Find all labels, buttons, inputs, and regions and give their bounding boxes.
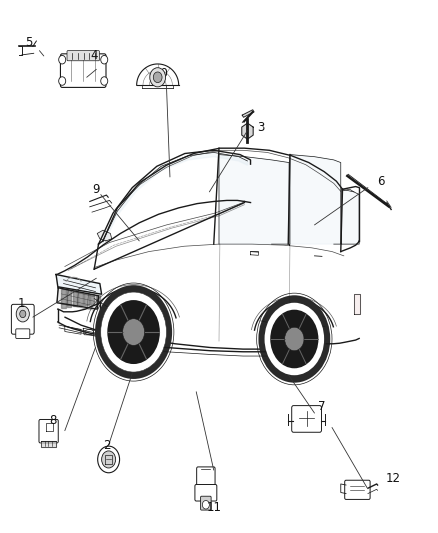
Text: 7: 7 (318, 400, 326, 413)
Text: 1: 1 (18, 297, 26, 310)
Polygon shape (41, 441, 56, 447)
Polygon shape (242, 123, 253, 139)
FancyBboxPatch shape (39, 419, 58, 443)
Text: 10: 10 (154, 67, 169, 80)
Text: 4: 4 (90, 50, 98, 62)
FancyBboxPatch shape (195, 484, 217, 501)
FancyBboxPatch shape (11, 304, 34, 334)
Text: 5: 5 (25, 36, 32, 49)
Circle shape (59, 77, 66, 85)
Polygon shape (137, 64, 179, 85)
Polygon shape (78, 292, 83, 305)
FancyBboxPatch shape (345, 480, 370, 499)
Polygon shape (73, 291, 77, 306)
Polygon shape (90, 294, 94, 304)
Polygon shape (354, 294, 360, 314)
Polygon shape (342, 189, 359, 244)
Circle shape (59, 55, 66, 64)
FancyBboxPatch shape (197, 467, 215, 490)
Circle shape (270, 310, 318, 368)
Polygon shape (84, 293, 88, 305)
Polygon shape (242, 110, 254, 117)
FancyBboxPatch shape (292, 406, 321, 432)
Polygon shape (219, 155, 289, 244)
Polygon shape (97, 230, 112, 241)
Text: 2: 2 (103, 439, 111, 451)
Circle shape (150, 68, 166, 87)
Circle shape (258, 295, 330, 383)
Circle shape (101, 292, 166, 372)
Circle shape (95, 285, 172, 379)
Circle shape (153, 72, 162, 83)
Circle shape (98, 446, 120, 473)
Circle shape (123, 319, 145, 345)
Circle shape (101, 55, 108, 64)
Polygon shape (56, 274, 102, 294)
Polygon shape (57, 288, 99, 309)
FancyBboxPatch shape (201, 496, 211, 510)
Ellipse shape (85, 329, 94, 335)
Circle shape (285, 327, 304, 351)
Text: 9: 9 (92, 183, 100, 196)
Circle shape (101, 77, 108, 85)
Polygon shape (95, 295, 100, 303)
FancyBboxPatch shape (16, 329, 30, 338)
Text: 12: 12 (386, 472, 401, 485)
Circle shape (265, 303, 324, 375)
Circle shape (16, 306, 29, 322)
Text: 8: 8 (49, 414, 56, 426)
Circle shape (102, 451, 116, 468)
Circle shape (107, 300, 160, 364)
FancyBboxPatch shape (60, 54, 106, 87)
Text: 3: 3 (257, 122, 264, 134)
Text: 6: 6 (377, 175, 385, 188)
Polygon shape (61, 289, 66, 308)
Text: 11: 11 (206, 501, 221, 514)
Polygon shape (67, 290, 71, 307)
FancyBboxPatch shape (67, 51, 99, 61)
Polygon shape (290, 155, 341, 244)
Circle shape (20, 310, 26, 318)
Circle shape (202, 500, 209, 509)
Polygon shape (103, 152, 247, 245)
